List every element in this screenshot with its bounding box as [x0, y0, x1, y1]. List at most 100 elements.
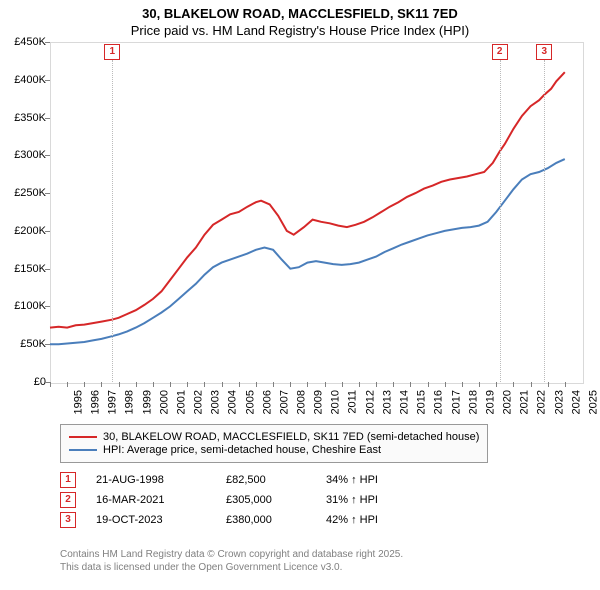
- y-tick-label: £250K: [0, 187, 46, 199]
- x-tick-label: 2014: [399, 390, 411, 414]
- x-tick-label: 2020: [502, 390, 514, 414]
- x-tick-label: 2022: [536, 390, 548, 414]
- x-tick-mark: [170, 382, 171, 387]
- x-tick-mark: [531, 382, 532, 387]
- x-tick-label: 2002: [193, 390, 205, 414]
- footer-attribution: Contains HM Land Registry data © Crown c…: [60, 548, 403, 574]
- x-tick-label: 1995: [72, 390, 84, 414]
- x-tick-label: 2006: [261, 390, 273, 414]
- x-tick-label: 2009: [313, 390, 325, 414]
- legend: 30, BLAKELOW ROAD, MACCLESFIELD, SK11 7E…: [60, 424, 488, 463]
- sales-marker: 1: [60, 472, 76, 488]
- sales-diff: 31% ↑ HPI: [326, 494, 426, 506]
- y-tick-label: £350K: [0, 112, 46, 124]
- x-tick-mark: [256, 382, 257, 387]
- x-tick-mark: [50, 382, 51, 387]
- sales-date: 21-AUG-1998: [96, 474, 226, 486]
- sales-diff: 34% ↑ HPI: [326, 474, 426, 486]
- x-tick-mark: [445, 382, 446, 387]
- sales-price: £82,500: [226, 474, 326, 486]
- x-tick-mark: [393, 382, 394, 387]
- y-tick-mark: [45, 80, 50, 81]
- marker-line: [544, 60, 545, 382]
- chart-container: 30, BLAKELOW ROAD, MACCLESFIELD, SK11 7E…: [0, 0, 600, 590]
- y-tick-label: £200K: [0, 225, 46, 237]
- x-tick-mark: [325, 382, 326, 387]
- x-tick-mark: [153, 382, 154, 387]
- y-tick-mark: [45, 306, 50, 307]
- x-tick-mark: [273, 382, 274, 387]
- legend-swatch: [69, 436, 97, 438]
- legend-swatch: [69, 449, 97, 451]
- sales-marker: 3: [60, 512, 76, 528]
- marker-box: 1: [104, 44, 120, 60]
- x-tick-label: 2003: [210, 390, 222, 414]
- x-tick-mark: [496, 382, 497, 387]
- x-tick-label: 2013: [381, 390, 393, 414]
- x-tick-label: 1996: [90, 390, 102, 414]
- y-tick-mark: [45, 269, 50, 270]
- y-tick-mark: [45, 155, 50, 156]
- x-tick-label: 2024: [570, 390, 582, 414]
- x-tick-mark: [376, 382, 377, 387]
- x-tick-mark: [565, 382, 566, 387]
- x-tick-label: 2012: [364, 390, 376, 414]
- x-tick-label: 2015: [416, 390, 428, 414]
- x-tick-label: 2010: [330, 390, 342, 414]
- marker-line: [500, 60, 501, 382]
- x-tick-label: 2007: [278, 390, 290, 414]
- footer-line1: Contains HM Land Registry data © Crown c…: [60, 548, 403, 561]
- series-price_paid: [50, 72, 565, 327]
- x-tick-mark: [290, 382, 291, 387]
- x-tick-mark: [548, 382, 549, 387]
- x-tick-mark: [222, 382, 223, 387]
- sales-table: 1 21-AUG-1998£82,50034% ↑ HPI 216-MAR-2021…: [60, 468, 426, 532]
- x-tick-label: 2004: [227, 390, 239, 414]
- x-tick-mark: [307, 382, 308, 387]
- y-tick-mark: [45, 344, 50, 345]
- marker-box: 2: [492, 44, 508, 60]
- x-tick-label: 2005: [244, 390, 256, 414]
- x-tick-label: 2011: [346, 390, 358, 414]
- y-tick-label: £0: [0, 376, 46, 388]
- x-tick-mark: [428, 382, 429, 387]
- y-tick-label: £300K: [0, 149, 46, 161]
- x-tick-mark: [462, 382, 463, 387]
- x-tick-label: 1998: [124, 390, 136, 414]
- x-tick-mark: [342, 382, 343, 387]
- x-tick-label: 2021: [519, 390, 531, 414]
- x-tick-label: 2019: [484, 390, 496, 414]
- legend-row: HPI: Average price, semi-detached house,…: [69, 444, 479, 456]
- x-tick-label: 1997: [107, 390, 119, 414]
- y-tick-mark: [45, 42, 50, 43]
- x-tick-label: 2025: [587, 390, 599, 414]
- x-tick-mark: [479, 382, 480, 387]
- x-tick-mark: [513, 382, 514, 387]
- legend-label: HPI: Average price, semi-detached house,…: [103, 444, 381, 456]
- y-tick-label: £450K: [0, 36, 46, 48]
- marker-line: [112, 60, 113, 382]
- y-tick-mark: [45, 231, 50, 232]
- x-tick-label: 2008: [296, 390, 308, 414]
- sales-diff: 42% ↑ HPI: [326, 514, 426, 526]
- x-tick-mark: [239, 382, 240, 387]
- x-tick-mark: [204, 382, 205, 387]
- x-tick-mark: [67, 382, 68, 387]
- legend-label: 30, BLAKELOW ROAD, MACCLESFIELD, SK11 7E…: [103, 431, 479, 443]
- sales-row: 216-MAR-2021£305,00031% ↑ HPI: [60, 492, 426, 508]
- x-tick-label: 2016: [433, 390, 445, 414]
- sales-date: 16-MAR-2021: [96, 494, 226, 506]
- sales-price: £380,000: [226, 514, 326, 526]
- x-tick-label: 1999: [141, 390, 153, 414]
- x-tick-label: 2023: [553, 390, 565, 414]
- x-tick-mark: [410, 382, 411, 387]
- y-tick-mark: [45, 118, 50, 119]
- x-tick-mark: [359, 382, 360, 387]
- sales-price: £305,000: [226, 494, 326, 506]
- x-tick-mark: [187, 382, 188, 387]
- x-tick-mark: [136, 382, 137, 387]
- x-tick-label: 2001: [175, 390, 187, 414]
- y-tick-label: £150K: [0, 263, 46, 275]
- sales-date: 19-OCT-2023: [96, 514, 226, 526]
- x-tick-label: 2018: [467, 390, 479, 414]
